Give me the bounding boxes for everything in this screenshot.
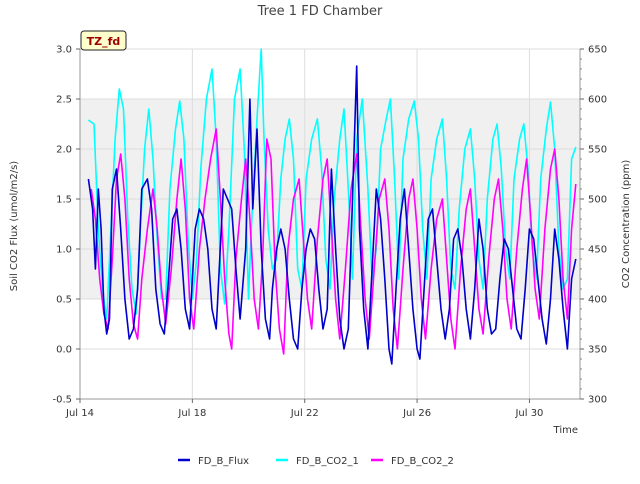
y-left-tick-label: 2.0	[56, 145, 72, 156]
y-left-tick-label: 1.5	[56, 195, 72, 206]
legend: FD_B_Flux FD_B_CO2_1 FD_B_CO2_2	[178, 456, 454, 467]
y-left-tick-label: 0.5	[56, 295, 72, 306]
series-layer	[87, 48, 577, 365]
ticks: -0.5 0.0 0.5 1.0 1.5 2.0 2.5 3.0 300 350 400 450 500…	[52, 45, 607, 420]
x-axis-label: Time	[553, 425, 578, 436]
y-left-tick-label: 1.0	[56, 245, 72, 256]
annotation-label: TZ_fd	[87, 35, 121, 48]
legend-label-FD_B_Flux: FD_B_Flux	[198, 456, 249, 467]
y-right-tick-label: 600	[588, 95, 607, 106]
annotation-box-frame	[80, 30, 127, 51]
annotation-box: TZ_fd	[80, 30, 127, 51]
x-tick-label: Jul 26	[402, 408, 431, 419]
y-axis-right-label: CO2 Concentration (ppm)	[621, 160, 632, 289]
y-right-tick-label: 650	[588, 45, 607, 56]
axes	[79, 49, 581, 400]
y-left-tick-label: -0.5	[52, 395, 72, 406]
y-left-tick-label: 3.0	[56, 45, 72, 56]
legend-label-FD_B_CO2_2: FD_B_CO2_2	[391, 456, 454, 467]
y-right-tick-label: 500	[588, 195, 607, 206]
chart-title: Tree 1 FD Chamber	[257, 4, 383, 19]
x-tick-label: Jul 22	[290, 408, 319, 419]
legend-label-FD_B_CO2_1: FD_B_CO2_1	[296, 456, 359, 467]
y-left-tick-label: 0.0	[56, 345, 72, 356]
y-right-tick-label: 400	[588, 295, 607, 306]
y-right-tick-label: 300	[588, 395, 607, 406]
x-tick-label: Jul 14	[65, 408, 94, 419]
series-line-FD_B_CO2_2	[90, 128, 577, 355]
y-axis-left-label: Soil CO2 Flux (umol/m2/s)	[9, 161, 20, 291]
series-line-FD_B_Flux	[87, 65, 577, 365]
y-left-tick-label: 2.5	[56, 95, 72, 106]
y-right-tick-label: 350	[588, 345, 607, 356]
x-tick-label: Jul 30	[514, 408, 543, 419]
y-right-tick-label: 550	[588, 145, 607, 156]
x-tick-label: Jul 18	[177, 408, 206, 419]
y-right-tick-label: 450	[588, 245, 607, 256]
